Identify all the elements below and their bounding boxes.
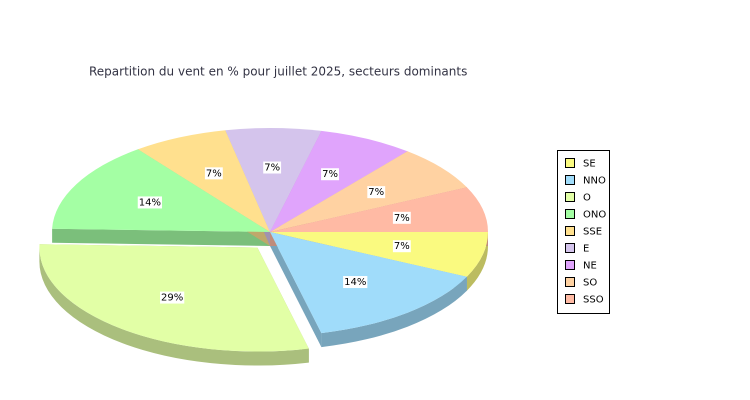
slice-label: 7% (264, 163, 280, 174)
slice-label: 7% (368, 187, 384, 198)
label-bg (204, 167, 223, 180)
slice-label: 7% (394, 213, 410, 224)
slice-label: 7% (322, 169, 338, 180)
legend-label: SSO (583, 295, 604, 306)
legend-swatch (565, 260, 575, 270)
slice-label: 14% (139, 197, 161, 208)
legend-swatch (565, 158, 575, 168)
legend-swatch (565, 277, 575, 287)
slice (52, 149, 270, 232)
legend-swatch (565, 294, 575, 304)
slice-label: 7% (206, 168, 222, 179)
legend-swatch (565, 226, 575, 236)
label-bg (343, 276, 368, 289)
label-bg (263, 161, 282, 174)
slice (270, 232, 488, 277)
legend-label: ONO (583, 210, 606, 221)
slice-label: 7% (394, 241, 410, 252)
slice-label: 29% (161, 293, 183, 304)
legend-label: SO (583, 278, 597, 289)
slice-side (52, 228, 270, 246)
legend-label: NNO (583, 176, 606, 187)
label-bg (160, 291, 185, 304)
legend-label: SSE (583, 227, 602, 238)
legend-swatch (565, 175, 575, 185)
legend-label: O (583, 193, 591, 204)
slice-side (466, 232, 488, 291)
slice (270, 130, 408, 232)
slice-side (39, 247, 309, 366)
slice-side (321, 276, 467, 348)
slice (270, 232, 467, 334)
label-bg (367, 186, 386, 199)
legend-label: E (583, 244, 589, 255)
slice (137, 130, 270, 232)
label-bg (392, 240, 411, 253)
slice-labels: 7% 14% 29% 14% 7% 7% 7% 7% 7% (137, 161, 411, 304)
slice-label: 14% (344, 277, 366, 288)
slice (270, 187, 488, 232)
label-bg (321, 168, 339, 181)
legend-swatch (565, 192, 575, 202)
slice-side (270, 232, 322, 348)
legend-label: SE (583, 159, 596, 170)
legend-swatch (565, 243, 575, 253)
legend-swatch (565, 209, 575, 219)
legend-label: NE (583, 261, 597, 272)
label-bg (137, 196, 162, 209)
chart-title: Repartition du vent en % pour juillet 20… (89, 65, 467, 79)
label-bg (392, 211, 411, 224)
slice (225, 128, 322, 232)
